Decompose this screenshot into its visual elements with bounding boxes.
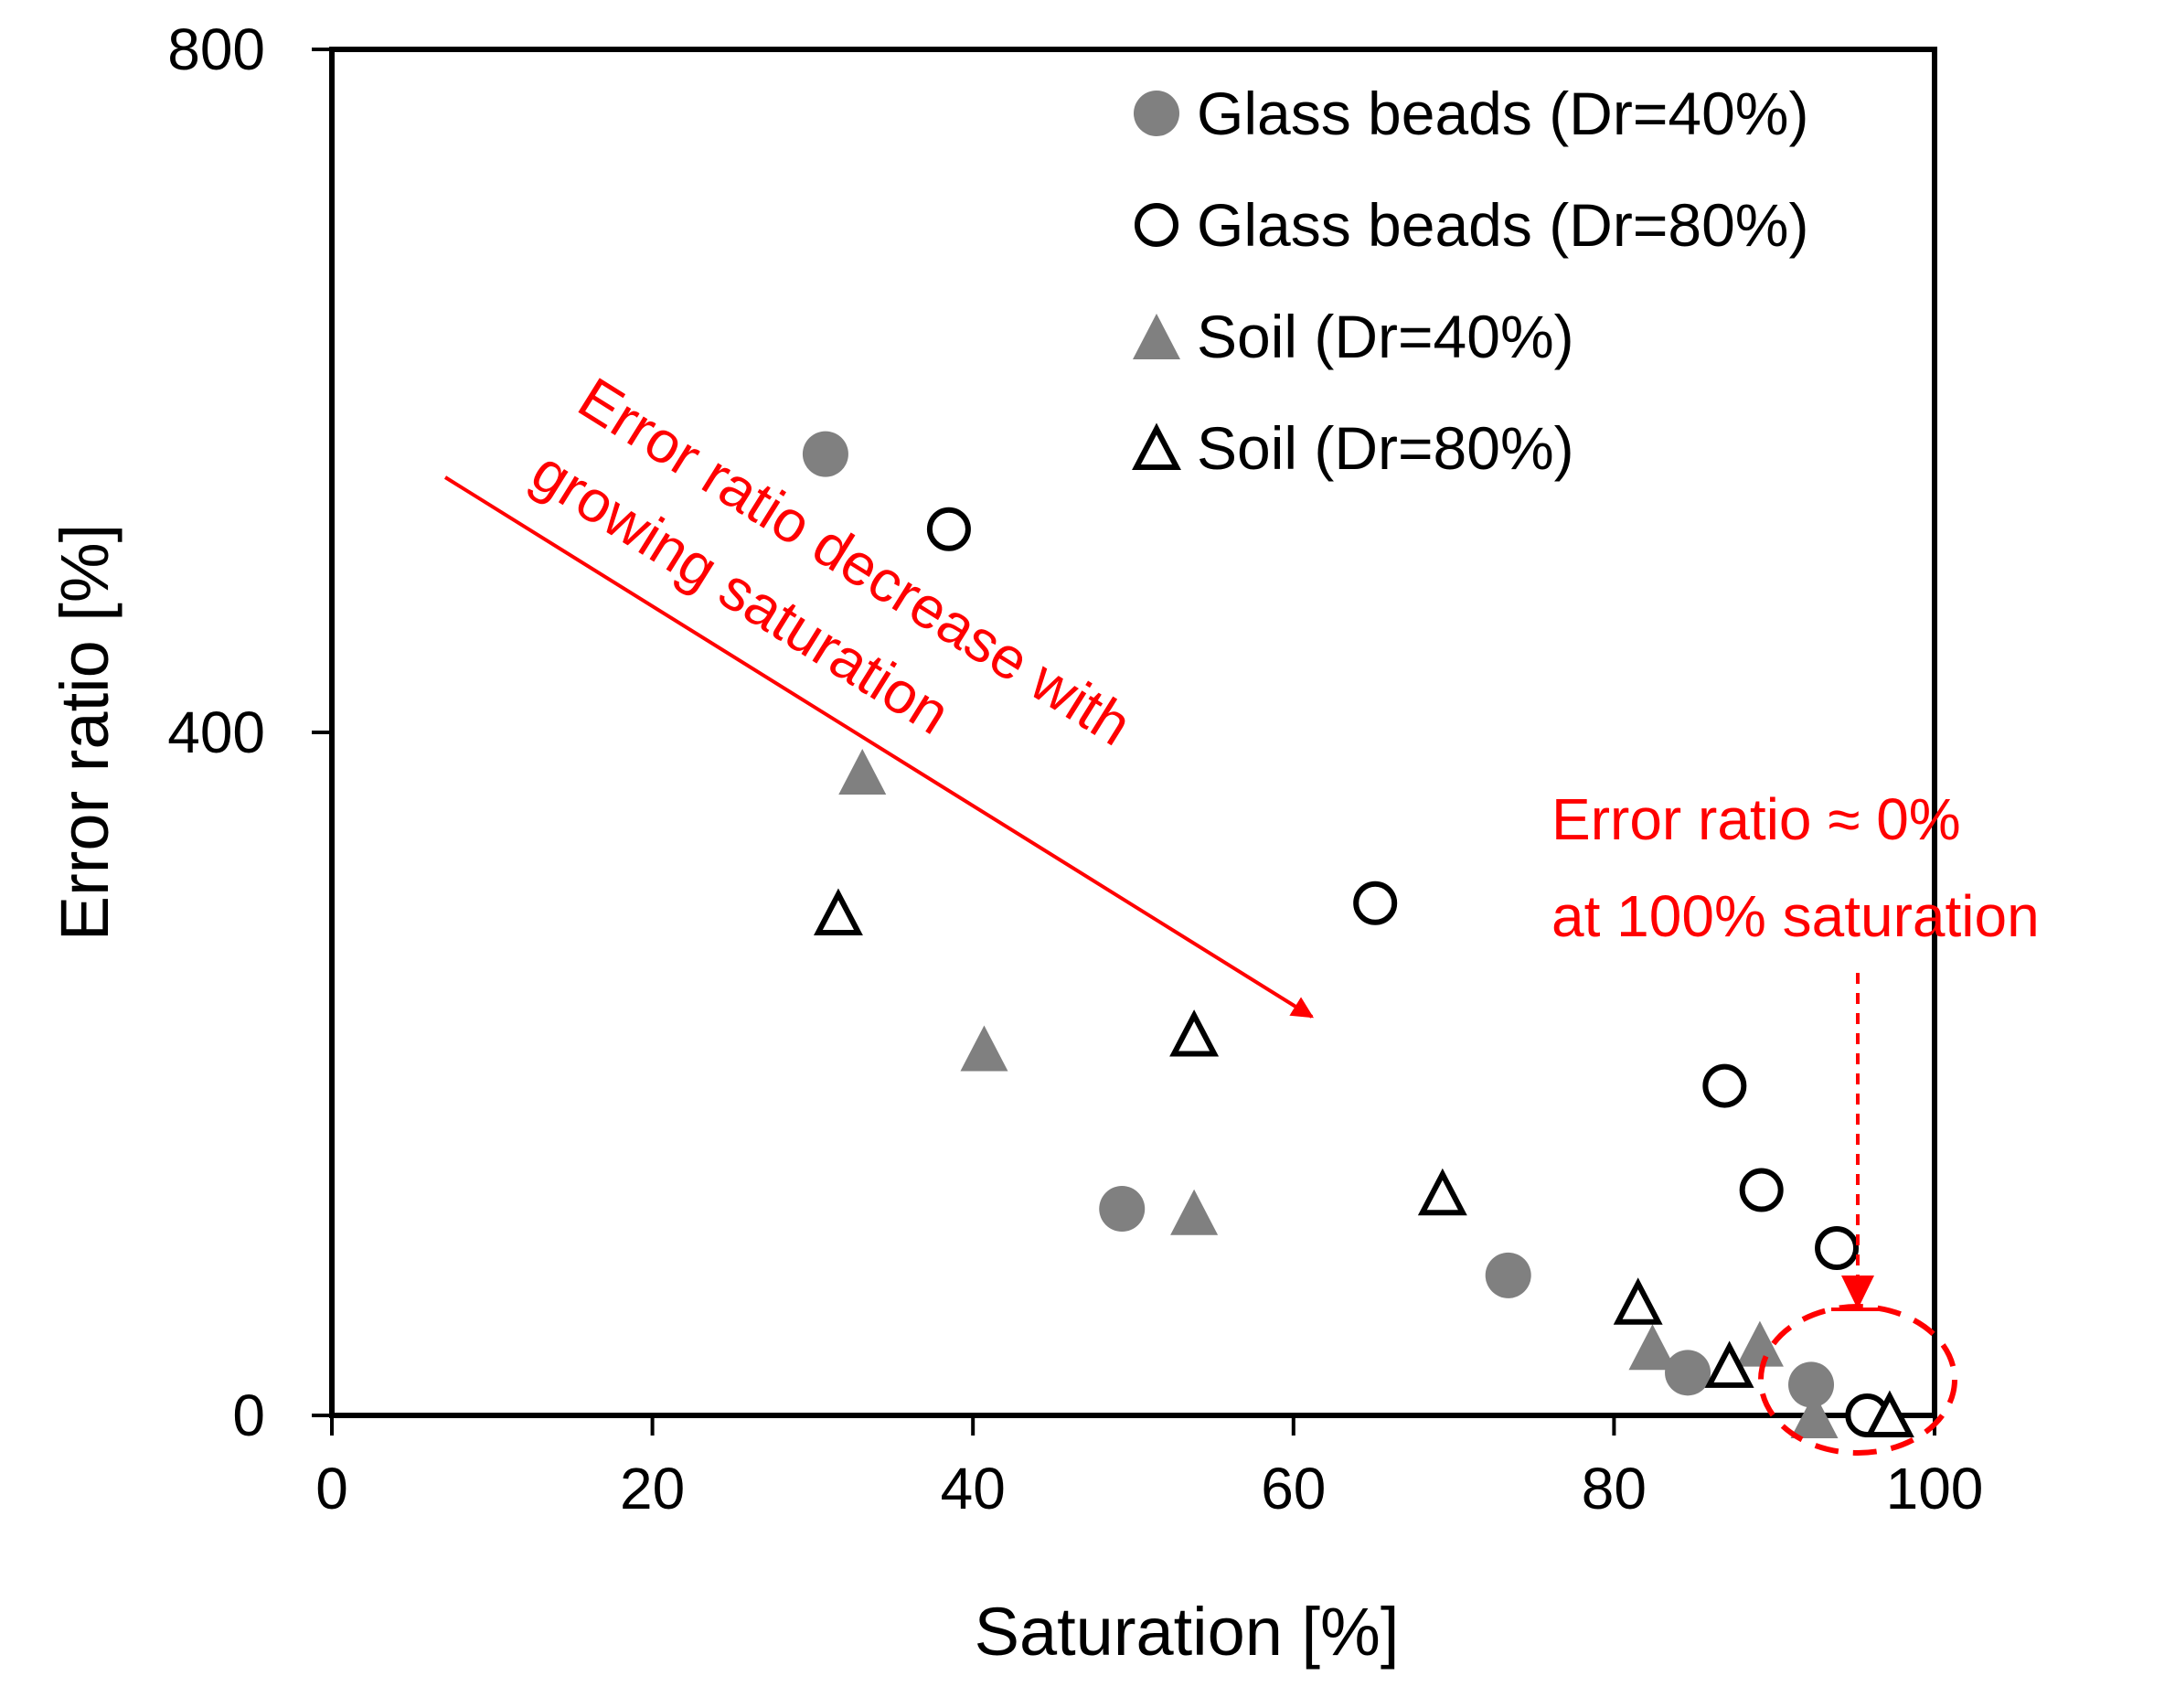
- trend-arrow: [443, 475, 1315, 1019]
- data-point: [1613, 1277, 1663, 1325]
- data-point: [1665, 1350, 1711, 1396]
- series-1: [802, 431, 1835, 1408]
- legend-entry: Soil (Dr=40%): [1133, 303, 1574, 370]
- x-axis-ticks: 0 20 40 60 80 100: [315, 1415, 1983, 1521]
- data-point: [1704, 1340, 1754, 1388]
- zero-error-highlight-circle: [1758, 1304, 1957, 1456]
- data-point: [1353, 881, 1398, 925]
- data-point: [1485, 1252, 1531, 1298]
- y-tick-label: 400: [167, 699, 265, 765]
- legend: Glass beads (Dr=40%) Glass beads (Dr=80%)…: [1132, 80, 1808, 482]
- y-axis-ticks: 0 400 800: [167, 16, 332, 1448]
- legend-entry: Soil (Dr=80%): [1132, 414, 1574, 482]
- legend-entry: Glass beads (Dr=40%): [1134, 80, 1808, 147]
- legend-marker: [1132, 422, 1181, 470]
- legend-label: Soil (Dr=40%): [1197, 303, 1574, 370]
- legend-marker: [1133, 314, 1180, 359]
- x-tick-label: 20: [620, 1456, 685, 1521]
- data-point: [960, 1025, 1008, 1072]
- series-2: [926, 507, 1890, 1437]
- x-tick-label: 40: [941, 1456, 1006, 1521]
- data-point: [1739, 1168, 1784, 1212]
- data-point: [1170, 1189, 1219, 1235]
- data-point: [1628, 1324, 1677, 1371]
- legend-marker: [1134, 91, 1179, 136]
- legend-label: Glass beads (Dr=40%): [1197, 80, 1808, 147]
- legend-label: Soil (Dr=80%): [1197, 414, 1574, 482]
- x-axis-title: Saturation [%]: [975, 1594, 1400, 1670]
- x-tick-label: 80: [1582, 1456, 1647, 1521]
- data-points: [802, 431, 1914, 1438]
- y-tick-label: 800: [167, 16, 265, 82]
- x-tick-label: 100: [1886, 1456, 1984, 1521]
- data-point: [813, 888, 863, 935]
- trend-annotation: Error ratio decrease with growing satura…: [443, 365, 1315, 1019]
- zero-error-text-line1: Error ratio ≈ 0%: [1551, 786, 1961, 852]
- x-tick-label: 60: [1261, 1456, 1326, 1521]
- zero-error-text-line2: at 100% saturation: [1551, 883, 2040, 949]
- zero-error-annotation: Error ratio ≈ 0% at 100% saturation: [1551, 786, 2040, 1456]
- data-point: [1702, 1063, 1747, 1108]
- data-point: [1099, 1186, 1146, 1233]
- data-point: [1169, 1009, 1220, 1057]
- series-3: [838, 748, 1839, 1438]
- data-point: [1788, 1361, 1835, 1408]
- data-point: [1735, 1320, 1784, 1367]
- legend-label: Glass beads (Dr=80%): [1197, 191, 1808, 259]
- data-point: [1790, 1393, 1839, 1438]
- data-point: [838, 748, 887, 795]
- y-axis-title: Error ratio [%]: [47, 524, 123, 941]
- y-tick-label: 0: [232, 1382, 265, 1448]
- series-4: [813, 888, 1914, 1437]
- x-tick-label: 0: [315, 1456, 348, 1521]
- data-point: [1864, 1390, 1914, 1437]
- data-point: [802, 431, 848, 477]
- legend-marker: [1135, 203, 1178, 247]
- zero-error-arrowhead: [1841, 1276, 1874, 1309]
- legend-entry: Glass beads (Dr=80%): [1135, 191, 1808, 259]
- data-point: [926, 507, 971, 551]
- data-point: [1815, 1225, 1860, 1270]
- data-point: [1417, 1168, 1467, 1216]
